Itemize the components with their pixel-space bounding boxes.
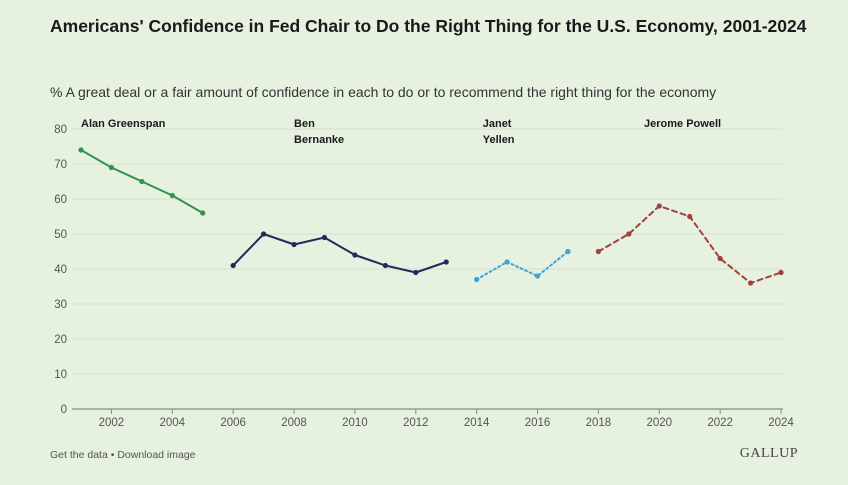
x-tick-label: 2004 <box>160 417 186 429</box>
x-tick-label: 2016 <box>525 417 551 429</box>
series-line-ben-bernanke <box>232 233 448 274</box>
data-point-jerome-powell <box>595 248 601 255</box>
x-tick-label: 2018 <box>586 417 612 429</box>
data-point-ben-bernanke <box>291 241 297 248</box>
series-label-alan-greenspan: Alan Greenspan <box>81 118 166 130</box>
data-point-janet-yellen <box>565 248 571 255</box>
gallup-logo: GALLUP <box>739 446 798 461</box>
data-point-ben-bernanke <box>230 262 236 269</box>
data-point-alan-greenspan <box>108 164 115 171</box>
data-point-ben-bernanke <box>382 262 388 269</box>
series-label-ben-bernanke: Bernanke <box>294 134 344 146</box>
series-label-ben-bernanke: Ben <box>294 118 315 130</box>
data-point-jerome-powell <box>656 203 662 209</box>
x-tick-label: 2002 <box>99 417 125 429</box>
x-tick-label: 2008 <box>281 417 307 429</box>
data-point-jerome-powell <box>626 231 632 237</box>
series-label-janet-yellen: Janet <box>483 118 512 130</box>
y-tick-label: 80 <box>54 124 67 136</box>
y-tick-label: 50 <box>54 229 67 241</box>
x-tick-label: 2012 <box>403 417 429 429</box>
data-point-ben-bernanke <box>413 269 419 276</box>
series-label-jerome-powell: Jerome Powell <box>644 118 721 130</box>
data-point-janet-yellen <box>504 259 510 265</box>
series-label-janet-yellen: Yellen <box>483 134 515 146</box>
x-tick-label: 2024 <box>768 417 794 429</box>
y-tick-label: 60 <box>54 194 67 206</box>
x-tick-label: 2022 <box>707 417 733 429</box>
data-point-jerome-powell <box>687 213 693 220</box>
footer-links: Get the data • Download image <box>50 449 196 461</box>
y-tick-label: 70 <box>54 159 67 171</box>
data-point-jerome-powell <box>778 269 784 276</box>
y-tick-label: 40 <box>54 264 67 276</box>
x-tick-label: 2020 <box>646 417 672 429</box>
y-tick-label: 30 <box>54 299 67 311</box>
data-point-alan-greenspan <box>169 192 175 199</box>
data-point-jerome-powell <box>747 280 754 286</box>
footer-separator: • <box>107 449 118 461</box>
y-tick-label: 10 <box>54 369 67 381</box>
data-point-jerome-powell <box>717 255 723 262</box>
data-point-ben-bernanke <box>352 252 358 258</box>
data-point-alan-greenspan <box>78 147 84 153</box>
x-tick-label: 2010 <box>342 417 368 429</box>
data-point-alan-greenspan <box>200 210 206 216</box>
data-point-janet-yellen <box>474 276 480 283</box>
get-data-link[interactable]: Get the data <box>50 449 108 461</box>
download-image-link[interactable]: Download image <box>117 449 196 461</box>
series-line-janet-yellen <box>475 250 569 281</box>
y-tick-label: 0 <box>61 404 67 416</box>
data-point-ben-bernanke <box>321 234 328 241</box>
x-tick-label: 2006 <box>220 417 246 429</box>
data-point-ben-bernanke <box>261 231 267 237</box>
x-tick-label: 2014 <box>464 417 490 429</box>
chart-title: Americans' Confidence in Fed Chair to Do… <box>50 16 807 36</box>
y-tick-label: 20 <box>54 334 67 346</box>
chart-subtitle: % A great deal or a fair amount of confi… <box>50 84 717 100</box>
data-point-janet-yellen <box>534 273 541 279</box>
data-point-ben-bernanke <box>443 259 449 265</box>
data-point-alan-greenspan <box>139 178 145 185</box>
